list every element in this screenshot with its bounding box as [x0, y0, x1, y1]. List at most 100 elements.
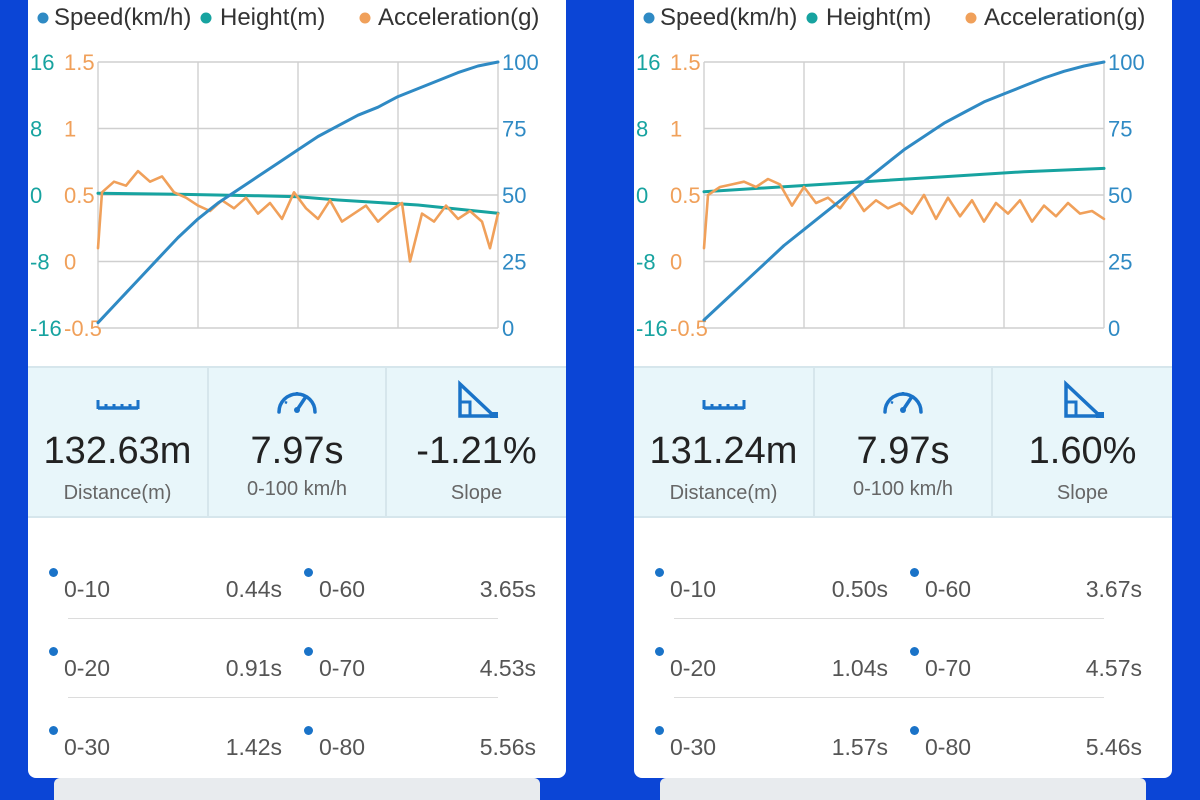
- acceleration-tick-label: 1.5: [64, 50, 95, 75]
- height-tick-label: -8: [30, 250, 50, 275]
- acceleration-tick-label: 0: [64, 250, 76, 275]
- ruler-icon: [96, 400, 139, 410]
- row-divider: [68, 697, 498, 698]
- zero-to-hundred-label: 0-100 km/h: [246, 478, 348, 500]
- dot-icon: [910, 726, 919, 735]
- split-row: 0-10 0.50s 0-60 3.67s: [634, 538, 1172, 617]
- split-label: 0-70: [319, 655, 366, 681]
- height-tick-label: 8: [30, 117, 42, 142]
- split-value: 3.65s: [479, 576, 536, 602]
- dot-icon: [655, 726, 664, 735]
- bottom-action-bar-right[interactable]: [660, 778, 1146, 800]
- legend-speed-label: Speed(km/h): [54, 4, 191, 31]
- dot-icon: [655, 647, 664, 656]
- split-label: 0-20: [670, 655, 717, 681]
- speedometer-icon: [277, 392, 317, 414]
- legend-acceleration-dot: [965, 12, 977, 24]
- split-label: 0-20: [64, 655, 111, 681]
- slope-value: -1.21%: [416, 430, 537, 472]
- split-value: 1.42s: [225, 734, 282, 760]
- summary-stats: 132.63m Distance(m) 7.97s 0-100 km/h -1.…: [28, 366, 566, 518]
- dot-icon: [910, 568, 919, 577]
- slope-stat: 1.60% Slope: [993, 368, 1172, 516]
- dot-icon: [304, 647, 313, 656]
- distance-stat: 131.24m Distance(m): [634, 368, 815, 516]
- bottom-action-bar-left[interactable]: [54, 778, 540, 800]
- legend-height-dot: [200, 12, 212, 24]
- split-label: 0-80: [925, 734, 972, 760]
- height-tick-label: 16: [30, 50, 54, 75]
- dot-icon: [304, 568, 313, 577]
- distance-label: Distance(m): [669, 482, 778, 504]
- speed-tick-label: 50: [502, 183, 526, 208]
- split-value: 4.57s: [1085, 655, 1142, 681]
- split-label: 0-80: [319, 734, 366, 760]
- height-tick-label: -8: [636, 250, 656, 275]
- split-label: 0-60: [925, 576, 972, 602]
- split-label: 0-70: [925, 655, 972, 681]
- split-times: 0-10 0.44s 0-60 3.65s 0-20 0.91s 0-70 4.…: [28, 518, 566, 778]
- slope-value: 1.60%: [1028, 430, 1137, 472]
- height-tick-label: 0: [636, 183, 648, 208]
- distance-value: 132.63m: [43, 430, 192, 472]
- split-times: 0-10 0.50s 0-60 3.67s 0-20 1.04s 0-70 4.…: [634, 518, 1172, 778]
- ruler-icon: [702, 400, 745, 410]
- slope-triangle-icon: [457, 380, 498, 418]
- zero-to-hundred-value: 7.97s: [250, 430, 344, 472]
- split-label: 0-10: [64, 576, 111, 602]
- slope-label: Slope: [1056, 482, 1109, 504]
- row-divider: [674, 697, 1104, 698]
- speed-tick-label: 100: [502, 50, 539, 75]
- split-label: 0-30: [64, 734, 111, 760]
- acceleration-time-stat: 7.97s 0-100 km/h: [209, 368, 387, 516]
- summary-stats: 131.24m Distance(m) 7.97s 0-100 km/h 1.6…: [634, 366, 1172, 518]
- chart-legend: Speed(km/h) Height(m) Acceleration(g): [37, 4, 539, 31]
- legend-height-label: Height(m): [220, 4, 325, 31]
- split-label: 0-10: [670, 576, 717, 602]
- split-row: 0-30 1.42s 0-80 5.56s: [28, 696, 566, 775]
- slope-label: Slope: [450, 482, 503, 504]
- acceleration-tick-label: 1: [64, 117, 76, 142]
- acceleration-series-line: [96, 169, 500, 263]
- speed-tick-label: 50: [1108, 183, 1132, 208]
- dot-icon: [49, 647, 58, 656]
- speed-tick-label: 0: [1108, 316, 1120, 341]
- dot-icon: [49, 568, 58, 577]
- distance-stat: 132.63m Distance(m): [28, 368, 209, 516]
- speed-tick-label: 75: [1108, 117, 1132, 142]
- dot-icon: [304, 726, 313, 735]
- speed-tick-label: 100: [1108, 50, 1145, 75]
- row-divider: [674, 618, 1104, 619]
- result-panel-right: Speed(km/h) Height(m) Acceleration(g) 16…: [634, 0, 1172, 778]
- chart-left: Speed(km/h) Height(m) Acceleration(g) 16…: [30, 4, 539, 341]
- zero-to-hundred-label: 0-100 km/h: [852, 478, 954, 500]
- split-label: 0-60: [319, 576, 366, 602]
- split-row: 0-10 0.44s 0-60 3.65s: [28, 538, 566, 617]
- distance-label: Distance(m): [63, 482, 172, 504]
- acceleration-tick-label: 1.5: [670, 50, 701, 75]
- legend-height-label: Height(m): [826, 4, 931, 31]
- acceleration-tick-label: 1: [670, 117, 682, 142]
- split-value: 4.53s: [479, 655, 536, 681]
- split-row: 0-20 1.04s 0-70 4.57s: [634, 617, 1172, 696]
- height-tick-label: -16: [636, 316, 668, 341]
- dot-icon: [49, 726, 58, 735]
- legend-height-dot: [806, 12, 818, 24]
- legend-acceleration-label: Acceleration(g): [378, 4, 539, 31]
- split-value: 0.44s: [225, 576, 282, 602]
- acceleration-time-stat: 7.97s 0-100 km/h: [815, 368, 993, 516]
- legend-acceleration-label: Acceleration(g): [984, 4, 1145, 31]
- slope-stat: -1.21% Slope: [387, 368, 566, 516]
- speedometer-icon: [883, 392, 923, 414]
- height-tick-label: 0: [30, 183, 42, 208]
- chart-right: Speed(km/h) Height(m) Acceleration(g) 16…: [636, 4, 1145, 341]
- speed-tick-label: 25: [1108, 250, 1132, 275]
- split-value: 3.67s: [1085, 576, 1142, 602]
- dot-icon: [910, 647, 919, 656]
- speed-tick-label: 75: [502, 117, 526, 142]
- result-panel-left: Speed(km/h) Height(m) Acceleration(g) 16…: [28, 0, 566, 778]
- acceleration-tick-label: -0.5: [64, 316, 102, 341]
- split-row: 0-20 0.91s 0-70 4.53s: [28, 617, 566, 696]
- chart-legend: Speed(km/h) Height(m) Acceleration(g): [643, 4, 1145, 31]
- row-divider: [68, 618, 498, 619]
